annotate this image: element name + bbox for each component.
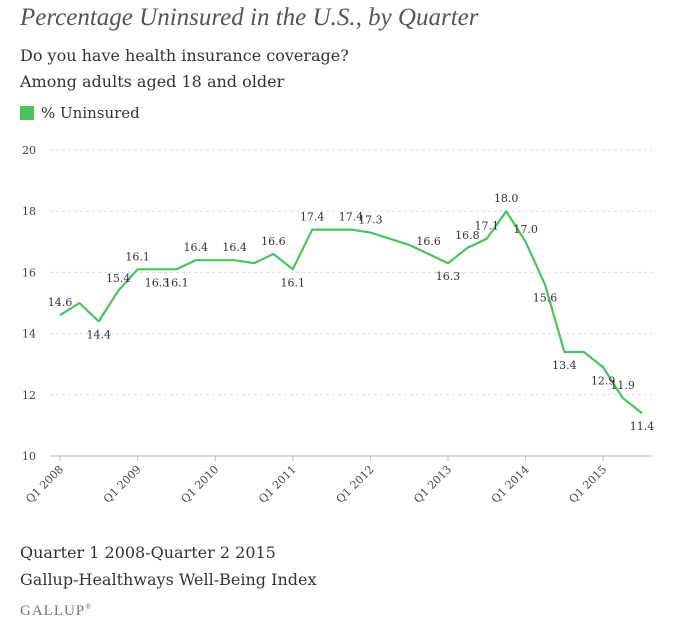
data-label: 14.4 xyxy=(87,328,112,341)
y-tick-label: 14 xyxy=(22,328,36,341)
data-label: 18.0 xyxy=(494,192,519,205)
source-note: Gallup-Healthways Well-Being Index xyxy=(20,570,317,589)
data-label: 16.6 xyxy=(261,235,286,248)
chart-subtitle: Do you have health insurance coverage? xyxy=(20,46,349,65)
y-tick-label: 18 xyxy=(22,205,36,218)
data-label: 17.4 xyxy=(300,211,325,224)
data-label: 16.1 xyxy=(164,276,189,289)
y-tick-label: 16 xyxy=(22,266,36,279)
line-chart: 10 12 14 16 18 20 Q1 2008 Q1 2009 Q1 2010 Q1 2011… xyxy=(22,144,655,506)
x-tick-label: Q1 2014 xyxy=(489,463,532,506)
x-tick-label: Q1 2015 xyxy=(567,463,610,506)
data-label: 11.4 xyxy=(630,420,655,433)
y-tick-label: 10 xyxy=(22,450,36,463)
series-line-uninsured xyxy=(59,210,643,415)
gallup-logo: GALLUP® xyxy=(20,602,92,620)
data-label: 16.6 xyxy=(416,235,441,248)
x-tick-label: Q1 2008 xyxy=(23,463,66,506)
data-label: 16.8 xyxy=(455,229,480,242)
x-tick-label: Q1 2009 xyxy=(101,463,144,506)
data-label: 16.3 xyxy=(436,270,461,283)
data-label: 16.1 xyxy=(125,250,150,263)
y-tick-label: 20 xyxy=(22,144,36,157)
data-label: 16.4 xyxy=(184,241,209,254)
trademark-mark: ® xyxy=(85,602,93,611)
legend-label: % Uninsured xyxy=(41,104,140,122)
data-label: 15.6 xyxy=(533,292,558,305)
legend: % Uninsured xyxy=(20,104,140,122)
data-label: 11.9 xyxy=(610,379,635,392)
chart-title: Percentage Uninsured in the U.S., by Qua… xyxy=(20,4,479,31)
data-label: 17.0 xyxy=(513,223,538,236)
brand-text: GALLUP xyxy=(20,603,86,619)
date-range-note: Quarter 1 2008-Quarter 2 2015 xyxy=(20,543,276,562)
data-label: 15.4 xyxy=(106,272,131,285)
x-tick-label: Q1 2011 xyxy=(256,463,299,506)
y-tick-label: 12 xyxy=(22,389,36,402)
data-label: 16.1 xyxy=(281,276,306,289)
chart-subtitle-population: Among adults aged 18 and older xyxy=(20,72,285,91)
data-label: 17.1 xyxy=(475,220,500,233)
data-label: 17.3 xyxy=(358,214,383,227)
x-tick-label: Q1 2010 xyxy=(179,463,222,506)
data-label: 12.9 xyxy=(591,374,616,387)
x-tick-label: Q1 2012 xyxy=(334,463,377,506)
data-label: 14.6 xyxy=(48,296,73,309)
x-tick-label: Q1 2013 xyxy=(411,463,454,506)
data-label: 16.3 xyxy=(145,276,170,289)
data-label: 16.4 xyxy=(222,241,247,254)
data-label: 13.4 xyxy=(552,359,577,372)
data-label: 17.4 xyxy=(339,211,364,224)
legend-swatch xyxy=(20,106,34,120)
